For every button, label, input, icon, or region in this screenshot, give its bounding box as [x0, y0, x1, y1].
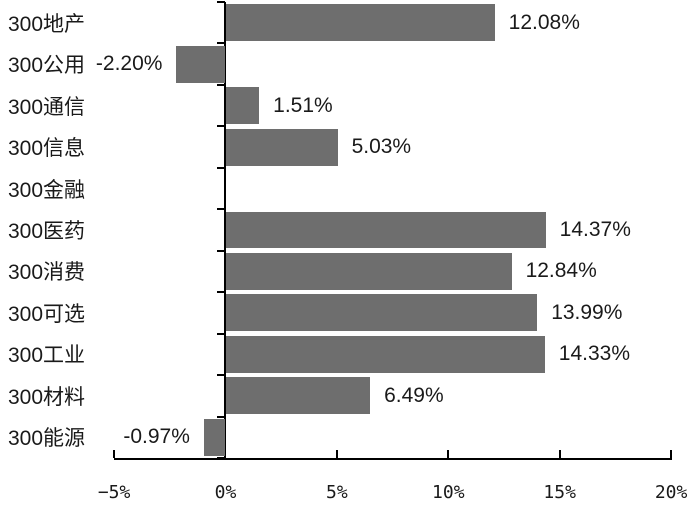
y-axis-line: [224, 2, 226, 460]
bar: [225, 4, 495, 42]
data-label: -0.97%: [123, 425, 190, 449]
y-axis-tick: [217, 125, 225, 128]
y-axis-tick: [217, 291, 225, 294]
y-axis-tick: [217, 374, 225, 377]
bar: [225, 294, 538, 332]
category-label: 300可选: [8, 302, 86, 326]
x-axis-tick: [335, 450, 338, 458]
category-label: 300通信: [8, 95, 86, 119]
x-axis-tick-label: 0%: [214, 482, 237, 503]
bar: [225, 335, 545, 373]
bar: [225, 87, 260, 125]
bar: [225, 128, 338, 166]
category-label: 300工业: [8, 344, 86, 368]
category-label: 300地产: [8, 12, 86, 36]
category-label: 300能源: [8, 427, 86, 451]
bar: [176, 45, 226, 83]
y-axis-tick: [217, 332, 225, 335]
bar: [225, 253, 512, 290]
category-label: 300金融: [8, 178, 86, 202]
x-axis-tick-label: 20%: [654, 482, 688, 503]
x-axis-tick-label: −5%: [97, 482, 131, 503]
x-axis-tick-label: 10%: [432, 482, 465, 503]
y-axis-tick: [217, 1, 225, 3]
y-axis-tick: [217, 415, 225, 418]
data-label: 14.37%: [559, 218, 631, 241]
x-axis-tick: [113, 450, 116, 458]
data-label: 12.08%: [508, 10, 580, 34]
x-axis-tick: [670, 450, 673, 458]
x-axis-tick: [558, 450, 561, 458]
y-axis-tick: [217, 457, 225, 459]
category-label: 300公用: [8, 54, 86, 78]
x-axis-line: [114, 458, 672, 460]
x-axis-tick-label: 15%: [543, 482, 576, 503]
x-axis-tick: [447, 450, 450, 458]
category-label: 300医药: [8, 220, 86, 243]
x-axis-tick-label: 5%: [326, 482, 348, 503]
data-label: 13.99%: [551, 300, 623, 324]
y-axis-tick: [217, 83, 225, 86]
data-label: 12.84%: [525, 259, 597, 283]
y-axis-tick: [217, 249, 225, 252]
bar: [203, 418, 226, 456]
category-label: 300材料: [8, 385, 86, 409]
bar: [225, 211, 546, 249]
data-label: 14.33%: [558, 342, 630, 366]
data-label: 5.03%: [351, 135, 412, 159]
category-label: 300信息: [8, 137, 86, 161]
bar: [225, 377, 371, 415]
data-label: -2.20%: [95, 52, 163, 76]
y-axis-tick: [217, 166, 225, 169]
category-label: 300消费: [8, 261, 86, 285]
y-axis-tick: [217, 208, 225, 211]
data-label: 6.49%: [384, 383, 444, 407]
data-label: 1.51%: [273, 93, 333, 117]
y-axis-tick: [217, 42, 225, 45]
